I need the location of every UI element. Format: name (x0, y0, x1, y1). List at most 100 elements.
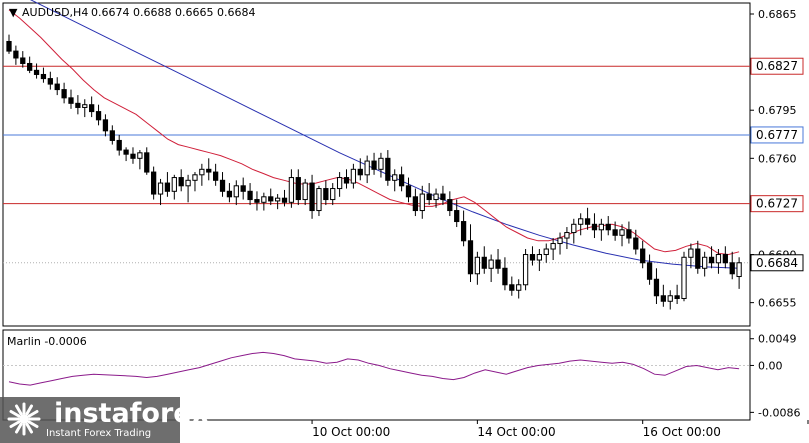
candle-body (591, 223, 598, 231)
candle-body (226, 190, 233, 198)
candle-body (529, 254, 536, 261)
candle (254, 191, 260, 211)
candle-body (516, 284, 522, 291)
candle (192, 172, 198, 192)
candle (681, 251, 687, 302)
candle (605, 216, 611, 236)
candle (206, 158, 212, 181)
candle-body (192, 174, 198, 181)
candle-body (185, 179, 191, 187)
candle-body (715, 254, 722, 264)
candle (702, 251, 708, 277)
candle (82, 99, 88, 118)
candle (426, 183, 432, 206)
candle (516, 279, 522, 299)
candle (151, 166, 157, 200)
candle (584, 207, 591, 230)
candle (715, 249, 722, 274)
candle-body (20, 57, 26, 64)
candle-body (619, 229, 625, 236)
candle (398, 166, 405, 192)
candle-body (447, 199, 453, 212)
logo-ray (25, 404, 33, 416)
candle-body (27, 62, 33, 71)
candle-body (660, 295, 666, 302)
logo-ray (15, 422, 23, 434)
candle (536, 249, 542, 272)
candle (199, 163, 205, 186)
candle-body (736, 262, 742, 278)
candle (619, 224, 625, 247)
candle (137, 150, 143, 170)
time-tick-label: 14 Oct 00:00 (477, 425, 555, 439)
candle (598, 218, 604, 241)
candle (261, 192, 267, 211)
candle-body (398, 174, 405, 187)
candle-body (178, 177, 184, 187)
price-tick-label: 0.6655 (758, 297, 797, 310)
candle-body (564, 232, 570, 239)
price-level-tag-label: 0.6727 (756, 197, 798, 211)
candle (343, 169, 350, 189)
candle-body (392, 174, 398, 181)
candle-body (571, 223, 577, 234)
candle (488, 254, 494, 283)
candle (226, 183, 233, 203)
candle (213, 163, 219, 186)
osc-tick-label: 0.00 (758, 359, 783, 372)
candle-body (667, 295, 673, 302)
candle-body (378, 157, 384, 170)
marlin-label: Marlin -0.0006 (7, 335, 87, 348)
candle (412, 188, 419, 217)
candle (171, 174, 177, 200)
candle (240, 177, 246, 200)
candle (695, 240, 701, 274)
candle (571, 218, 577, 244)
candle-body (405, 185, 412, 198)
candle-body (502, 267, 508, 286)
candle-body (460, 221, 467, 242)
logo-tagline: Instant Forex Trading (46, 428, 151, 439)
candle (157, 178, 164, 206)
candle-body (584, 218, 591, 225)
candle-body (89, 104, 95, 113)
candle-body (722, 254, 728, 264)
candle (75, 95, 81, 115)
candle (474, 251, 481, 285)
candle-body (54, 83, 60, 91)
candle (509, 276, 515, 296)
candle-body (440, 193, 446, 201)
candle-body (109, 130, 115, 141)
candle-body (137, 152, 143, 159)
candle-body (213, 171, 219, 181)
candle (6, 34, 12, 54)
chart-menu-arrow[interactable]: ▼ (9, 6, 18, 19)
candle (633, 229, 639, 255)
price-level-tag (750, 57, 804, 75)
candle-body (164, 182, 171, 192)
candle (640, 240, 646, 269)
candle-body (102, 119, 109, 132)
candle (302, 178, 308, 206)
candle (33, 63, 40, 79)
price-level-tag (750, 126, 804, 144)
candle-body (688, 248, 694, 258)
candle-body (268, 196, 274, 202)
candle (543, 243, 549, 263)
logo-ray (9, 420, 21, 428)
candle (564, 227, 570, 250)
candle (722, 246, 728, 269)
candle (20, 51, 26, 68)
candle (522, 249, 529, 291)
candle-body (681, 256, 687, 300)
candle (729, 251, 735, 280)
candle-body (578, 218, 584, 225)
candle-body (82, 104, 88, 108)
candle (454, 199, 460, 228)
price-tick-label: 0.6795 (758, 104, 797, 117)
time-tick-label: 10 Oct 00:00 (312, 425, 390, 439)
candle-body (75, 102, 81, 108)
candle (102, 114, 109, 137)
candle (40, 67, 47, 83)
